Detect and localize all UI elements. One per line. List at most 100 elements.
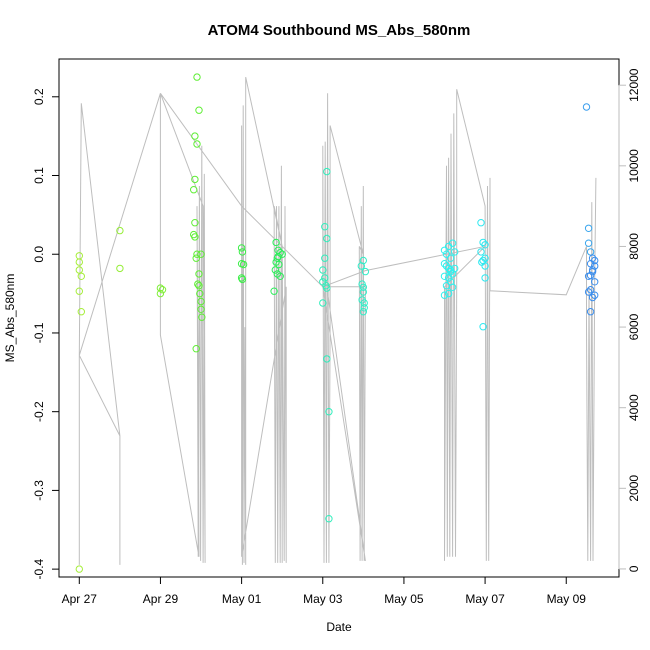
x-tick-label: Apr 27 [62, 592, 98, 606]
data-point [359, 308, 367, 316]
data-point [192, 254, 200, 262]
x-tick-label: Apr 29 [143, 592, 179, 606]
data-point [357, 262, 365, 270]
data-point [440, 291, 449, 299]
data-point [584, 224, 593, 233]
data-point [477, 219, 485, 227]
data-point [75, 565, 84, 573]
data-point [358, 280, 366, 288]
data-point [582, 103, 591, 111]
data-point [586, 286, 595, 294]
data-point [238, 248, 247, 256]
data-point [323, 234, 331, 243]
data-point [451, 248, 459, 256]
data-point [237, 244, 246, 252]
secondary-series [78, 76, 597, 565]
y-tick-label: 0.0 [32, 246, 46, 263]
data-point [451, 264, 459, 273]
data-point [276, 249, 284, 257]
data-point [156, 284, 165, 292]
y-tick-label: 0.2 [32, 88, 46, 105]
data-point [195, 270, 203, 278]
data-point [481, 241, 489, 249]
data-point [588, 293, 597, 302]
data-point [191, 233, 199, 241]
right-tick-label: 4000 [627, 394, 641, 421]
x-tick-label: May 01 [222, 592, 262, 606]
data-point [481, 274, 489, 282]
data-point [444, 289, 453, 298]
data-point [446, 254, 455, 262]
data-point [272, 238, 280, 247]
right-tick-label: 10000 [627, 149, 641, 183]
data-point [191, 132, 199, 140]
data-point [158, 286, 167, 294]
x-axis-label: Date [326, 620, 352, 634]
data-point [360, 304, 368, 312]
data-point [319, 266, 327, 274]
data-point [319, 299, 327, 307]
y-axis: -0.4 -0.3 -0.2 -0.1 0.0 0.1 0.2 [32, 88, 60, 579]
data-point [359, 283, 367, 291]
data-point [238, 275, 247, 284]
data-point [192, 345, 200, 353]
y-tick-label: -0.3 [32, 480, 46, 501]
data-point [77, 308, 86, 316]
right-tick-label: 2000 [627, 475, 641, 502]
data-point [198, 313, 206, 321]
data-point [197, 297, 205, 306]
right-tick-label: 0 [627, 565, 641, 572]
x-axis: Apr 27 Apr 29 May 01 May 03 May 05 May 07 May … [62, 576, 587, 606]
right-axis: 0 2000 4000 6000 8000 10000 12000 [618, 68, 641, 572]
data-point [271, 266, 279, 274]
data-point [359, 288, 367, 296]
data-point [75, 252, 84, 260]
data-point [77, 272, 86, 280]
data-point [586, 308, 595, 316]
data-point [444, 274, 453, 282]
data-point [195, 282, 203, 290]
data-point [193, 250, 201, 258]
data-point [191, 219, 199, 227]
data-point [191, 175, 199, 184]
x-tick-label: May 09 [547, 592, 587, 606]
data-point [239, 260, 248, 269]
data-point [323, 167, 331, 176]
data-point [275, 260, 283, 269]
data-point [190, 186, 198, 194]
data-point [193, 140, 201, 148]
secondary-series-line [78, 76, 597, 565]
data-point [360, 299, 368, 307]
data-point [276, 272, 284, 280]
data-point [274, 252, 282, 261]
data-point [448, 239, 457, 247]
data-point [591, 278, 599, 286]
data-point [325, 408, 333, 416]
data-point [442, 262, 451, 270]
x-tick-label: May 05 [384, 592, 424, 606]
data-point [440, 260, 449, 268]
data-point [116, 226, 124, 235]
data-point [197, 305, 205, 313]
data-point [193, 73, 201, 81]
data-point [323, 355, 331, 363]
scatter-points [75, 73, 599, 573]
data-point [321, 223, 329, 231]
right-tick-label: 8000 [627, 233, 641, 260]
data-point [197, 250, 205, 258]
y-tick-label: -0.1 [32, 322, 46, 343]
data-point [196, 289, 204, 298]
data-point [442, 250, 451, 258]
y-tick-label: -0.4 [32, 558, 46, 579]
data-point [325, 515, 333, 523]
data-point [440, 246, 449, 255]
y-axis-label: MS_Abs_580nm [3, 274, 17, 363]
data-point [321, 254, 329, 262]
data-point [584, 239, 593, 247]
data-point [477, 248, 485, 256]
data-point [591, 291, 599, 299]
data-point [448, 283, 457, 291]
y-tick-label: 0.1 [32, 167, 46, 184]
data-point [75, 287, 84, 295]
